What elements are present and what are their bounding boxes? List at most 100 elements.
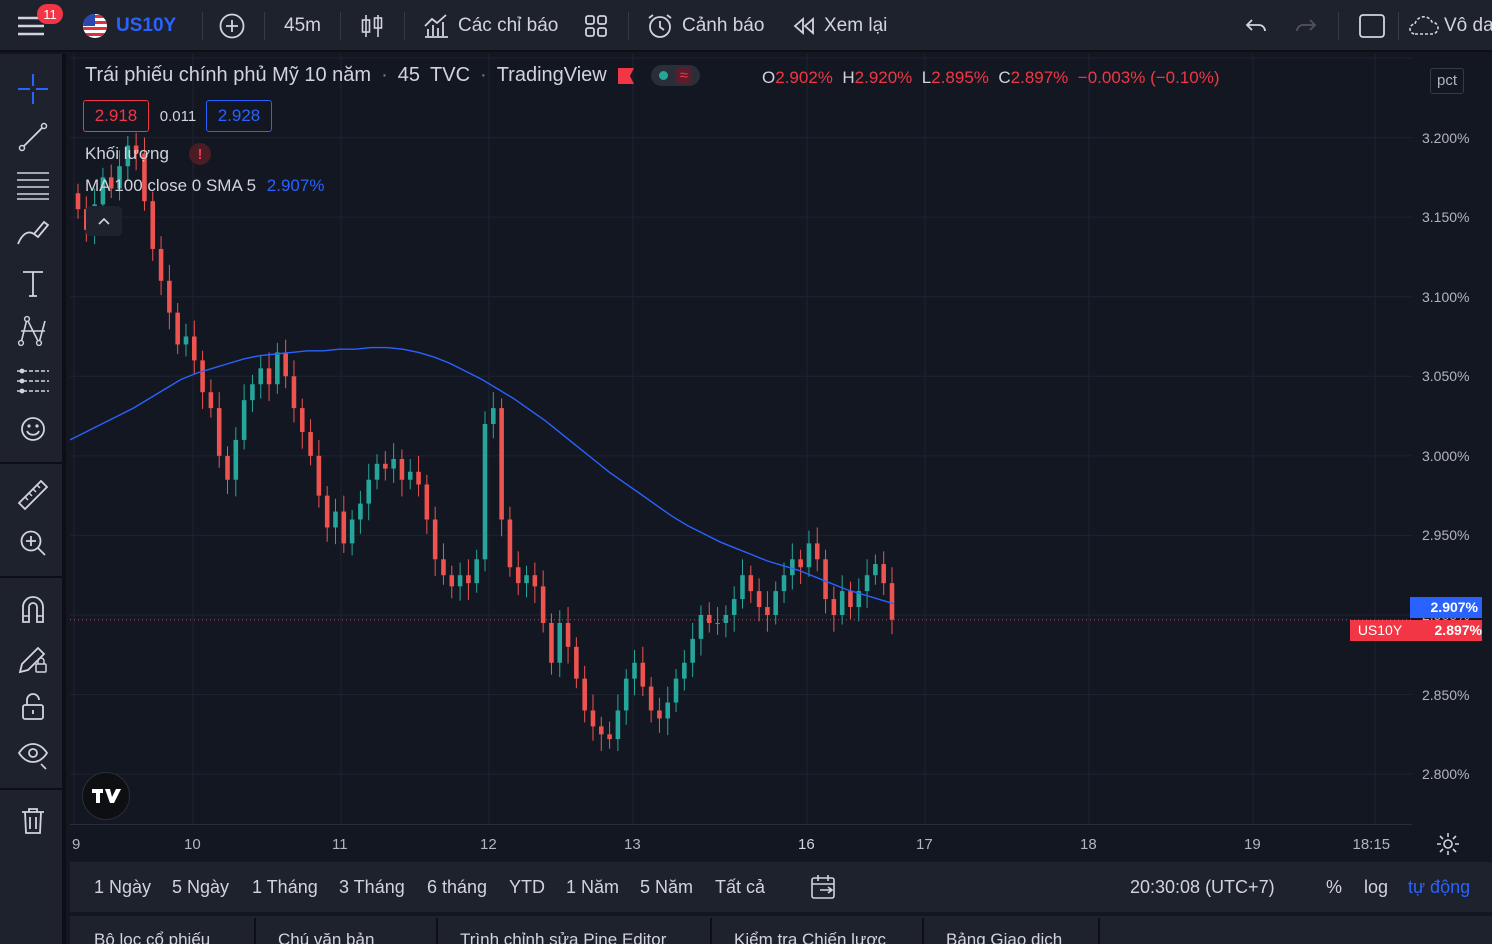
time-tick-label: 16 [798, 836, 815, 853]
brush-tool[interactable] [14, 214, 52, 252]
price-axis-unit: pct [1430, 68, 1465, 94]
candle-body [316, 455, 322, 496]
tradingview-logo[interactable] [82, 772, 130, 820]
candle-body [881, 564, 886, 584]
range-button[interactable]: 6 tháng [427, 876, 488, 897]
candle-body [648, 686, 654, 711]
range-button[interactable]: 3 Tháng [339, 876, 405, 897]
range-button[interactable]: YTD [509, 876, 545, 897]
interval-button[interactable]: 45m [284, 15, 321, 36]
candle-body [889, 583, 895, 620]
save-layout-button[interactable]: Vô da [1406, 0, 1492, 52]
time-axis[interactable] [70, 824, 1412, 861]
trend-line-tool[interactable] [14, 118, 52, 156]
calendar-arrow-icon [811, 875, 835, 899]
lock-all-tool[interactable] [14, 688, 52, 726]
redo-button[interactable] [1294, 0, 1318, 52]
candle-body [399, 459, 405, 480]
warning-icon[interactable]: ! [188, 143, 211, 165]
unlock-icon [22, 693, 44, 720]
data-status-pill[interactable]: ≈ [650, 65, 700, 86]
drawing-toolbar [0, 54, 66, 944]
candle-body [457, 575, 463, 587]
bottom-tab[interactable]: Bộ lọc cổ phiếu [72, 918, 256, 944]
range-button[interactable]: 1 Ngày [94, 876, 152, 897]
symbol-search-button[interactable]: US10Y [82, 0, 176, 52]
buy-price-button[interactable]: 2.928 [206, 100, 272, 132]
chart-pane[interactable] [70, 54, 1492, 860]
candle-body [391, 459, 396, 469]
candle-body [75, 193, 81, 210]
candle-body [715, 622, 720, 624]
bottom-tab[interactable]: Bảng Giao dịch [924, 918, 1100, 944]
price-axis[interactable] [1412, 54, 1492, 824]
candle-body [698, 614, 704, 639]
chart-settings-button[interactable] [1436, 832, 1460, 861]
candle-body [748, 575, 754, 592]
candle-body [798, 559, 803, 568]
lock-drawing-tool[interactable] [14, 640, 52, 678]
percent-scale-toggle[interactable]: % [1326, 876, 1343, 897]
goto-date-button[interactable] [810, 862, 838, 912]
candle-body [706, 614, 712, 623]
log-scale-toggle[interactable]: log [1364, 876, 1389, 897]
fib-tool[interactable] [14, 166, 52, 204]
price-tick-label: 2.800% [1422, 766, 1470, 783]
magnet-tool[interactable] [14, 590, 52, 628]
pen-icon [17, 220, 50, 245]
forecast-tool[interactable] [14, 362, 52, 400]
candle-body [291, 376, 297, 409]
alert-label: Cảnh báo [682, 15, 765, 36]
volume-indicator-legend[interactable]: Khối lượng ! [85, 143, 211, 165]
range-button[interactable]: 1 Tháng [252, 876, 318, 897]
candle-body [823, 559, 828, 600]
templates-button[interactable] [584, 0, 608, 52]
candle-body [731, 599, 737, 615]
candle-body [574, 646, 579, 679]
range-button[interactable]: 1 Năm [566, 876, 620, 897]
ma-indicator-legend[interactable]: MA 100 close 0 SMA 5 2.907% [85, 176, 324, 196]
text-tool[interactable] [14, 264, 52, 302]
sell-price-button[interactable]: 2.918 [83, 100, 149, 132]
gear-icon [1437, 833, 1459, 855]
replay-button[interactable]: Xem lại [792, 0, 887, 52]
zoom-tool[interactable] [14, 524, 52, 562]
candle-body [557, 622, 563, 663]
timezone-clock[interactable]: 20:30:08 (UTC+7) [1130, 876, 1275, 897]
candle-body [515, 567, 521, 584]
pattern-tool[interactable] [14, 312, 52, 350]
candle-body [806, 543, 812, 568]
candle-body [142, 153, 147, 202]
crosshair-tool[interactable] [14, 70, 52, 108]
time-tick-label: 12 [480, 836, 497, 853]
candle-body [208, 392, 214, 409]
chart-type-button[interactable] [360, 0, 384, 52]
range-button[interactable]: 5 Năm [640, 876, 694, 897]
range-button[interactable]: Tất cả [715, 876, 766, 897]
candle-body [324, 495, 330, 528]
measure-tool[interactable] [14, 476, 52, 514]
layout-select-button[interactable] [1358, 0, 1386, 52]
alert-button[interactable]: Cảnh báo [646, 0, 764, 52]
undo-button[interactable] [1244, 0, 1268, 52]
remove-drawings-tool[interactable] [14, 802, 52, 840]
price-tick-label: 3.200% [1422, 129, 1470, 146]
candle-body [632, 662, 637, 679]
auto-scale-toggle[interactable]: tự động [1408, 876, 1471, 897]
collapse-legend-button[interactable] [86, 206, 122, 236]
price-chart[interactable] [70, 54, 1412, 824]
chevron-up-icon [98, 217, 110, 225]
bottom-tab[interactable]: Chú văn bản [256, 918, 438, 944]
redo-icon [1296, 19, 1317, 32]
hide-drawings-tool[interactable] [14, 736, 52, 774]
range-button[interactable]: 5 Ngày [172, 876, 230, 897]
indicators-button[interactable]: Các chỉ báo [422, 0, 558, 52]
icon-tool[interactable] [14, 410, 52, 448]
candle-body [299, 408, 305, 432]
candle-body [167, 280, 172, 313]
candle-body [349, 519, 355, 544]
candle-body [607, 734, 612, 740]
compare-add-symbol-button[interactable] [218, 0, 246, 52]
bottom-tab[interactable]: Trình chỉnh sửa Pine Editor [438, 918, 712, 944]
bottom-tab[interactable]: Kiểm tra Chiến lược [712, 918, 924, 944]
